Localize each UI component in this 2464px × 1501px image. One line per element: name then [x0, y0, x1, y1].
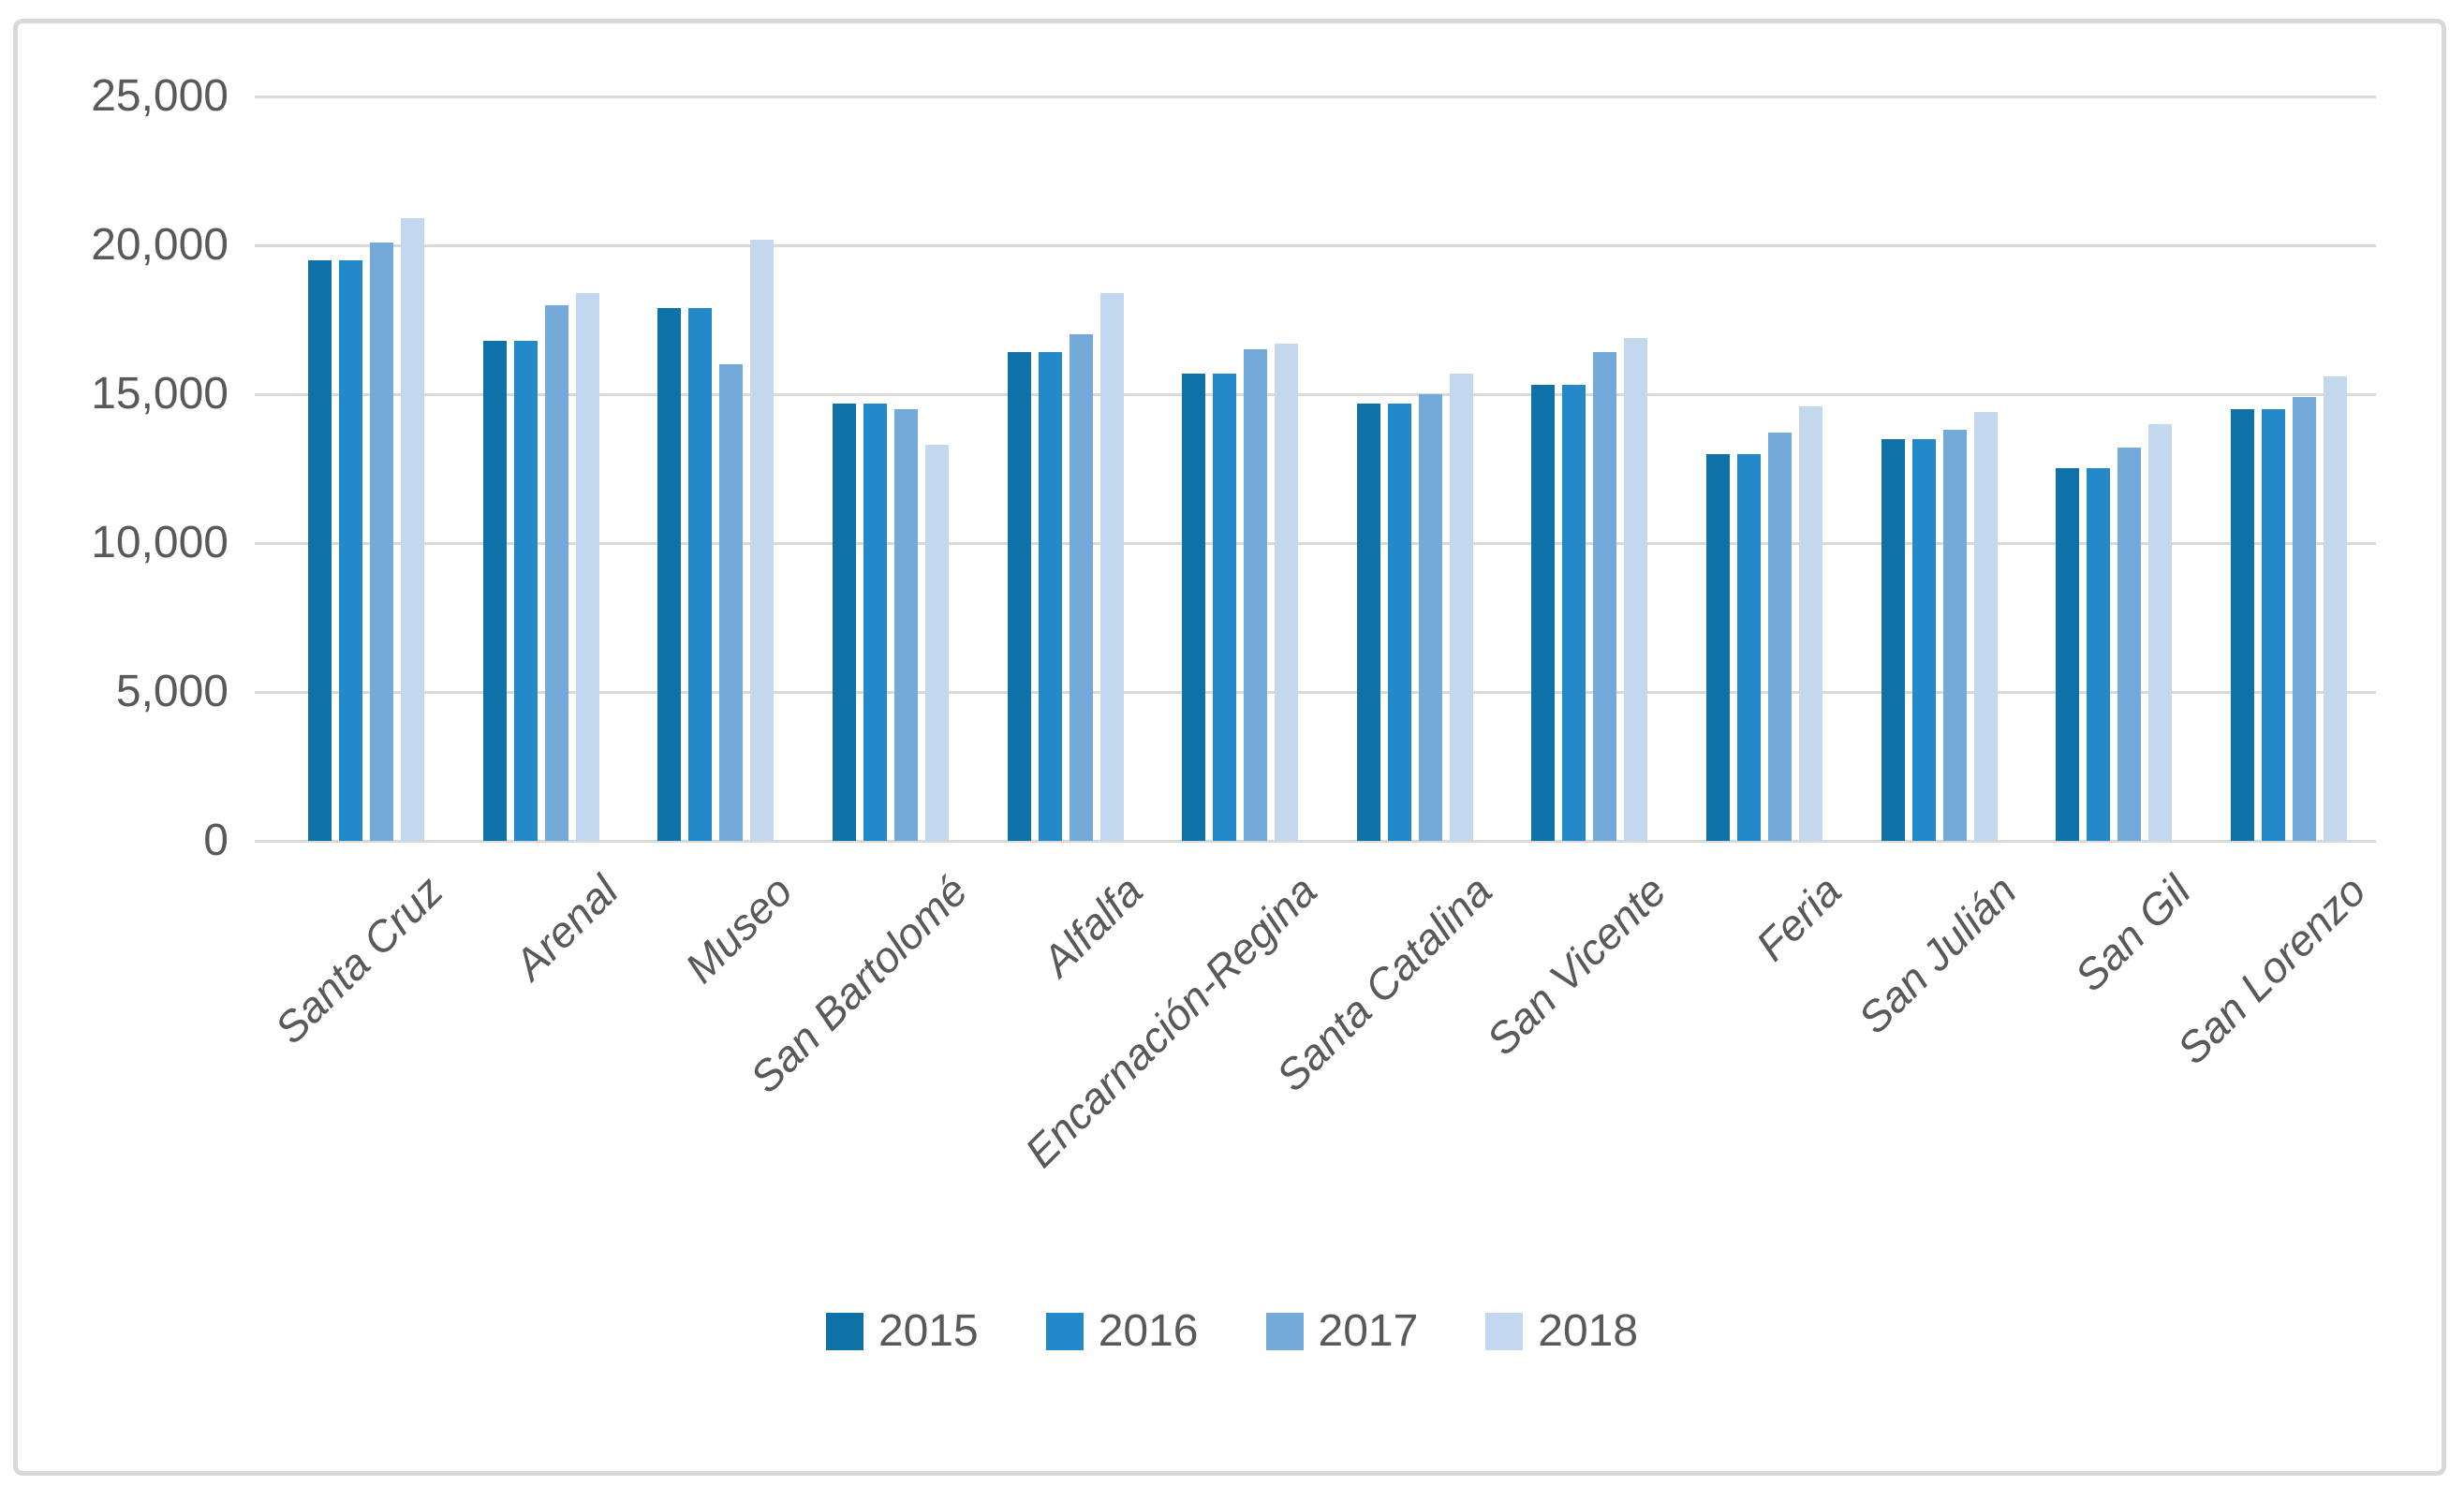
bar-santa-cruz-2015: [308, 260, 332, 841]
bar-alfalfa-2018: [1100, 293, 1124, 841]
bar-san-julian-2017: [1943, 430, 1967, 841]
bar-san-julian-2015: [1881, 439, 1905, 841]
y-axis-label-10000: 10,000: [91, 518, 229, 567]
bar-san-vicente-2015: [1531, 385, 1555, 841]
bar-santa-cruz-2018: [401, 218, 424, 841]
bar-san-lorenzo-2016: [2262, 409, 2285, 841]
y-axis-tick-25000: [255, 96, 279, 98]
gridline-5000: [279, 691, 2376, 694]
legend-item-2016: 2016: [1045, 1306, 1199, 1356]
legend-label-2016: 2016: [1098, 1306, 1199, 1356]
bar-san-gil-2016: [2087, 468, 2110, 841]
bar-museo-2015: [657, 308, 681, 841]
gridline-15000: [279, 393, 2376, 396]
bar-encarnacion-regina-2018: [1275, 344, 1298, 841]
bar-santa-catalina-2017: [1419, 394, 1442, 841]
bar-feria-2015: [1706, 454, 1730, 841]
legend-swatch-2015: [825, 1313, 863, 1350]
legend-swatch-2018: [1485, 1313, 1524, 1350]
bar-san-vicente-2018: [1624, 338, 1647, 841]
legend-swatch-2017: [1265, 1313, 1304, 1350]
y-axis-label-20000: 20,000: [91, 220, 229, 270]
bar-san-lorenzo-2018: [2324, 376, 2347, 841]
bar-encarnacion-regina-2016: [1213, 374, 1236, 841]
bar-santa-catalina-2018: [1450, 374, 1473, 841]
y-axis-label-15000: 15,000: [91, 369, 229, 419]
bar-encarnacion-regina-2015: [1182, 374, 1205, 841]
bar-feria-2017: [1768, 433, 1792, 841]
bar-museo-2018: [750, 240, 774, 841]
bar-san-bartolome-2017: [894, 409, 918, 841]
y-axis-label-5000: 5,000: [115, 667, 229, 716]
legend-item-2017: 2017: [1265, 1306, 1419, 1356]
bar-san-lorenzo-2015: [2231, 409, 2254, 841]
legend-swatch-2016: [1045, 1313, 1084, 1350]
bar-arenal-2017: [545, 305, 568, 841]
bar-santa-cruz-2016: [339, 260, 362, 841]
chart-legend: 2015 2016 2017 2018: [0, 1307, 2464, 1356]
gridline-25000: [279, 96, 2376, 98]
bar-arenal-2018: [576, 293, 599, 841]
legend-item-2018: 2018: [1485, 1307, 1638, 1356]
bar-san-gil-2017: [2117, 448, 2141, 841]
legend-label-2018: 2018: [1538, 1306, 1639, 1356]
bar-santa-catalina-2015: [1357, 404, 1380, 841]
bar-san-bartolome-2015: [833, 404, 856, 841]
y-axis-label-25000: 25,000: [91, 71, 229, 121]
bar-encarnacion-regina-2017: [1244, 349, 1267, 841]
bar-museo-2017: [719, 364, 743, 841]
bar-san-gil-2015: [2056, 468, 2079, 841]
y-axis-tick-15000: [255, 393, 279, 396]
legend-item-2015: 2015: [825, 1306, 979, 1356]
y-axis-tick-5000: [255, 691, 279, 694]
gridline-10000: [279, 542, 2376, 545]
bar-san-vicente-2016: [1562, 385, 1586, 841]
bar-feria-2018: [1799, 406, 1822, 841]
bar-san-bartolome-2016: [863, 404, 887, 841]
bar-san-julian-2018: [1974, 412, 1998, 841]
gridline-0: [279, 840, 2376, 843]
y-axis-tick-20000: [255, 244, 279, 247]
gridline-20000: [279, 244, 2376, 247]
legend-label-2015: 2015: [878, 1306, 979, 1356]
bar-san-lorenzo-2017: [2293, 397, 2316, 841]
bar-santa-catalina-2016: [1388, 404, 1411, 841]
y-axis-label-0: 0: [203, 816, 229, 865]
bar-santa-cruz-2017: [370, 243, 393, 841]
bar-alfalfa-2015: [1008, 352, 1031, 841]
bar-alfalfa-2017: [1070, 334, 1093, 841]
bar-arenal-2016: [514, 341, 538, 841]
bar-alfalfa-2016: [1039, 352, 1062, 841]
bar-museo-2016: [688, 308, 712, 841]
bar-arenal-2015: [483, 341, 507, 841]
bar-san-gil-2018: [2148, 424, 2172, 841]
plot-area: [255, 96, 2376, 843]
bar-feria-2016: [1737, 454, 1761, 841]
y-axis-tick-0: [255, 840, 279, 843]
bar-san-bartolome-2018: [925, 445, 949, 841]
bar-san-julian-2016: [1912, 439, 1936, 841]
bar-san-vicente-2017: [1593, 352, 1616, 841]
y-axis-tick-10000: [255, 542, 279, 545]
legend-label-2017: 2017: [1318, 1306, 1419, 1356]
